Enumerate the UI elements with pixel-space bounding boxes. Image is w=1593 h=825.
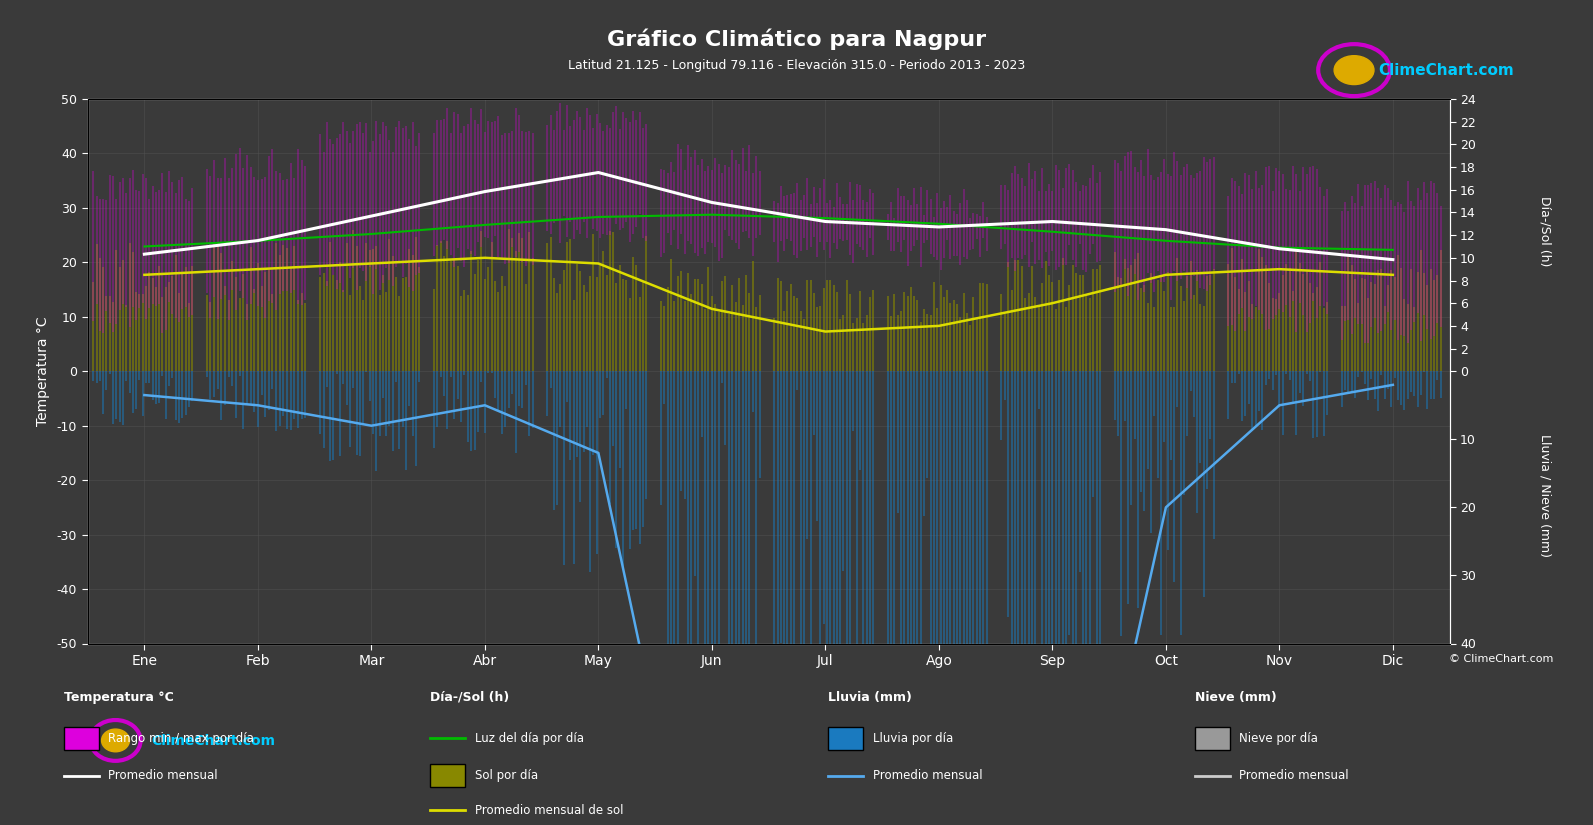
Text: ClimeChart.com: ClimeChart.com	[1378, 63, 1513, 78]
Text: Promedio mensual: Promedio mensual	[108, 769, 218, 782]
Text: Día-/Sol (h): Día-/Sol (h)	[1539, 196, 1552, 266]
Y-axis label: Temperatura °C: Temperatura °C	[35, 317, 49, 426]
Text: Rango min / max por día: Rango min / max por día	[108, 732, 255, 745]
Text: Temperatura °C: Temperatura °C	[64, 691, 174, 704]
Text: Promedio mensual: Promedio mensual	[1239, 769, 1349, 782]
Text: Lluvia por día: Lluvia por día	[873, 732, 953, 745]
Text: Nieve (mm): Nieve (mm)	[1195, 691, 1276, 704]
Text: Gráfico Climático para Nagpur: Gráfico Climático para Nagpur	[607, 29, 986, 50]
Text: Lluvia / Nieve (mm): Lluvia / Nieve (mm)	[1539, 433, 1552, 557]
Text: © ClimeChart.com: © ClimeChart.com	[1448, 654, 1553, 664]
Text: Lluvia (mm): Lluvia (mm)	[828, 691, 913, 704]
Text: Latitud 21.125 - Longitud 79.116 - Elevación 315.0 - Periodo 2013 - 2023: Latitud 21.125 - Longitud 79.116 - Eleva…	[567, 59, 1026, 73]
Text: Sol por día: Sol por día	[475, 769, 538, 782]
Text: Día-/Sol (h): Día-/Sol (h)	[430, 691, 510, 704]
Text: Luz del día por día: Luz del día por día	[475, 732, 583, 745]
Text: Promedio mensual: Promedio mensual	[873, 769, 983, 782]
Circle shape	[102, 729, 129, 752]
Circle shape	[1333, 56, 1375, 85]
Text: Promedio mensual de sol: Promedio mensual de sol	[475, 804, 623, 817]
Text: Nieve por día: Nieve por día	[1239, 732, 1319, 745]
Text: ClimeChart.com: ClimeChart.com	[151, 734, 276, 747]
